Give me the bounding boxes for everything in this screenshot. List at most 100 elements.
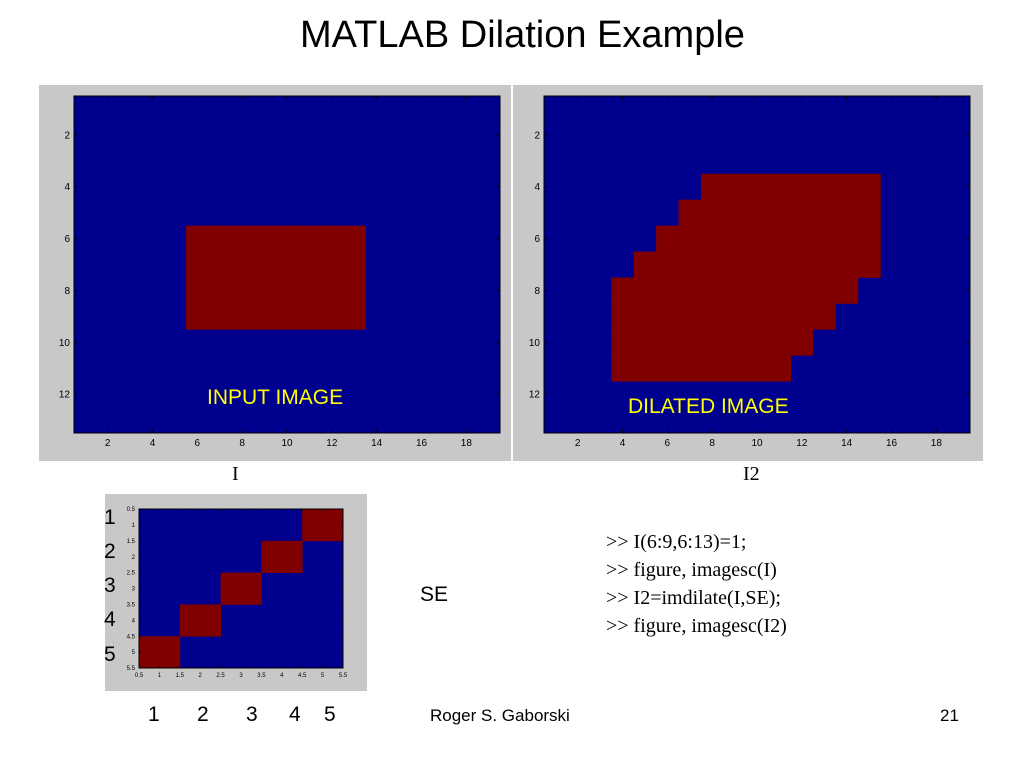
heatmap-cell	[790, 329, 814, 356]
y-tick-label: 6	[534, 234, 540, 245]
heatmap-cell	[857, 251, 881, 278]
heatmap-cell	[302, 509, 344, 542]
y-tick-label: 8	[64, 286, 70, 297]
heatmap-cell	[700, 355, 724, 382]
heatmap-cell	[745, 199, 769, 227]
heatmap-cell	[678, 329, 702, 356]
x-tick-label: 5	[321, 673, 325, 679]
heatmap-cell	[186, 303, 209, 330]
dilated-image-figure: 2 4 6 8 10 12 14 16 18 2 4 6 8 10 12	[513, 85, 983, 461]
heatmap-cell	[678, 251, 702, 278]
heatmap-cell	[208, 277, 232, 304]
se-row-label: 5	[104, 643, 116, 666]
y-tick-label: 4	[534, 182, 540, 193]
x-tick-label: 8	[709, 438, 715, 449]
x-tick-label: 14	[841, 438, 853, 449]
heatmap-cell	[768, 199, 792, 227]
x-tick-label: 2	[105, 438, 111, 449]
x-tick-label: 2	[575, 438, 581, 449]
heatmap-cell	[745, 329, 769, 356]
y-tick-label: 1	[132, 523, 136, 529]
y-tick-label: 5	[132, 650, 136, 656]
heatmap-cell	[700, 173, 724, 201]
code-line: >> I(6:9,6:13)=1;	[606, 531, 747, 553]
heatmap-cell	[835, 225, 859, 252]
se-figure: 0.5 1 1.5 2 2.5 3 3.5 4 4.5 5 5.5 0.5 1 1.5 2 2.5 3 3.5 4 4…	[105, 494, 367, 691]
y-tick-label: 8	[534, 286, 540, 297]
heatmap-cell	[835, 199, 859, 227]
code-line: >> figure, imagesc(I2)	[606, 615, 787, 637]
heatmap-cell	[298, 251, 322, 278]
se-label: SE	[420, 583, 449, 606]
heatmap-cell	[768, 173, 792, 201]
se-col-label: 2	[197, 703, 209, 726]
x-tick-label: 4	[150, 438, 156, 449]
x-tick-label: 1.5	[176, 673, 185, 679]
heatmap-cell	[186, 225, 209, 252]
dilated-image-plot: 2 4 6 8 10 12 14 16 18 2 4 6 8 10 12	[529, 95, 971, 449]
input-image-plot: 2 4 6 8 10 12 14 16 18 2 4 6 8 10 12	[59, 95, 501, 449]
x-tick-label: 12	[796, 438, 808, 449]
heatmap-cell	[253, 251, 277, 278]
heatmap-cell	[633, 277, 657, 304]
x-tick-label: 6	[665, 438, 671, 449]
x-tick-label: 18	[461, 438, 473, 449]
heatmap-cell	[700, 199, 724, 227]
heatmap-cell	[208, 251, 232, 278]
se-col-label: 3	[246, 703, 258, 726]
heatmap-cell	[723, 355, 747, 382]
x-tick-label: 4	[280, 673, 284, 679]
heatmap-cell	[857, 173, 881, 201]
heatmap-cell	[298, 303, 322, 330]
heatmap-cell	[723, 277, 747, 304]
se-col-label: 1	[148, 703, 160, 726]
dilated-image-label: DILATED IMAGE	[628, 395, 789, 418]
heatmap-cell	[320, 277, 344, 304]
heatmap-cell	[656, 329, 679, 356]
x-tick-label: 12	[326, 438, 338, 449]
x-tick-label: 6	[195, 438, 201, 449]
heatmap-cell	[298, 277, 322, 304]
heatmap-cell	[633, 329, 657, 356]
heatmap-cell	[723, 329, 747, 356]
heatmap-cell	[790, 199, 814, 227]
se-col-label: 4	[289, 703, 301, 726]
heatmap-cell	[813, 303, 836, 330]
heatmap-cell	[343, 225, 366, 252]
heatmap-cell	[230, 303, 254, 330]
heatmap-cell	[723, 173, 747, 201]
y-tick-label: 10	[59, 338, 71, 349]
heatmap-cell	[298, 225, 322, 252]
se-row-label: 1	[104, 506, 116, 529]
heatmap-cell	[835, 277, 859, 304]
heatmap-cell	[723, 225, 747, 252]
heatmap-cell	[835, 251, 859, 278]
heatmap-cell	[208, 225, 232, 252]
heatmap-cell	[611, 303, 635, 330]
heatmap-cell	[611, 329, 635, 356]
heatmap-cell	[275, 251, 299, 278]
input-image-figure: 2 4 6 8 10 12 14 16 18 2 4 6 8 10 12	[39, 85, 511, 461]
heatmap-cell	[700, 277, 724, 304]
heatmap-cell	[700, 303, 724, 330]
y-tick-label: 4.5	[127, 634, 136, 640]
heatmap-cell	[678, 199, 702, 227]
heatmap-cell	[656, 251, 679, 278]
heatmap-cell	[633, 355, 657, 382]
dilated-image-caption: I2	[743, 463, 760, 485]
x-tick-label: 1	[158, 673, 162, 679]
heatmap-cell	[768, 251, 792, 278]
heatmap-cell	[745, 303, 769, 330]
heatmap-cell	[261, 540, 303, 573]
heatmap-cell	[320, 251, 344, 278]
heatmap-cell	[813, 173, 836, 201]
heatmap-cell	[656, 355, 679, 382]
heatmap-cell	[343, 251, 366, 278]
y-tick-label: 2	[534, 130, 540, 141]
heatmap-cell	[813, 251, 836, 278]
heatmap-cell	[633, 303, 657, 330]
heatmap-cell	[179, 604, 221, 637]
heatmap-cell	[139, 636, 181, 669]
y-tick-label: 2	[64, 130, 70, 141]
y-tick-label: 0.5	[127, 507, 136, 513]
